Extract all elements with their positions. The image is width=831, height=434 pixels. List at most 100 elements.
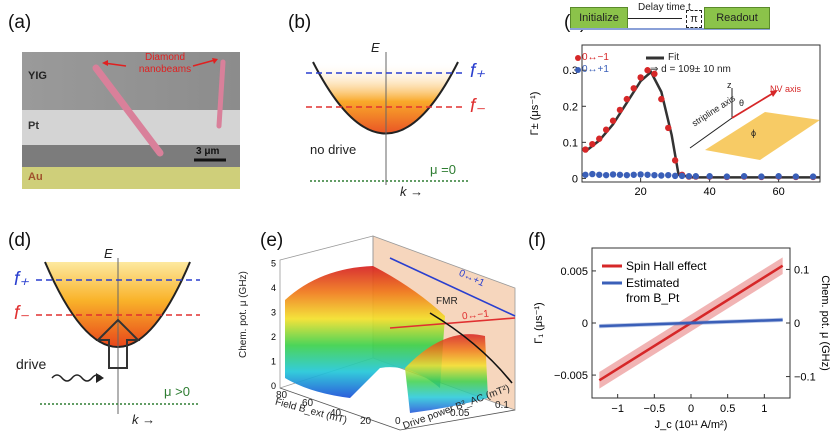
x-tick-label: −1 [611, 403, 624, 415]
y-axis-label: Γ₁ (μs⁻¹) [533, 302, 545, 343]
x-tick-label: 40 [703, 186, 715, 198]
data-point-minus [665, 124, 672, 132]
data-point-minus [623, 95, 631, 103]
data-point-minus [651, 70, 658, 78]
f-plus-label: f₊ [470, 61, 486, 82]
estimated-line [599, 318, 783, 328]
line-red [389, 317, 516, 329]
data-point-plus [723, 173, 731, 180]
fmr-label: FMR [436, 296, 458, 307]
y-tick-label: 0 [582, 318, 588, 330]
y2-tick-label: 0 [794, 318, 800, 330]
nanobeam-1 [92, 64, 164, 157]
dispersion-nodrive-diagram [306, 52, 468, 185]
z-tick-label: 0 [271, 381, 276, 391]
data-point-plus [671, 172, 679, 180]
data-point-plus [665, 171, 672, 179]
field-tick-0: 80 [276, 390, 288, 401]
data-point-plus [758, 173, 765, 180]
axis-e: E [104, 246, 113, 261]
axis-e: E [371, 40, 380, 55]
dispersion-drive-diagram [36, 258, 200, 414]
x-tick-label: 20 [635, 186, 647, 198]
mu-label: μ >0 [164, 384, 190, 399]
nanobeam-2 [216, 59, 226, 129]
z-tick-label: 1 [271, 357, 276, 367]
plot-frame [581, 44, 821, 183]
x-tick-label: 1 [761, 403, 767, 415]
inset-nv: NV axis [770, 84, 802, 94]
layer-yig: YIG [28, 70, 47, 82]
sem-image [22, 52, 240, 189]
zlabel: Chem. pot. μ (GHz) [238, 271, 249, 358]
legend-blue: 0↔+1 [582, 64, 609, 75]
data-point-plus [644, 171, 651, 178]
seq-baseline [570, 28, 770, 30]
z-tick-label: 4 [271, 283, 276, 293]
seq-pi: π [686, 10, 702, 28]
inset-z: z [727, 80, 732, 90]
panel-f: (f) −1 −0.5 0 0.5 1 −0.005 0 0.005 −0.1 0 0.1 J_c (… [520, 218, 831, 434]
data-point-plus [658, 172, 665, 179]
data-point-plus [630, 171, 637, 178]
seq-initialize: Initialize [570, 7, 628, 29]
data-point-plus [582, 171, 589, 178]
legend-fit: Fit [668, 52, 680, 63]
data-point-minus [658, 95, 665, 103]
legend-red: 0↔−1 [582, 52, 609, 63]
z-tick-label: 5 [271, 259, 276, 269]
panel-e-label: (e) [260, 230, 284, 251]
data-point-plus [609, 171, 617, 178]
power-tick-1: 0.05 [450, 408, 470, 419]
x-tick-label: −0.5 [643, 403, 665, 415]
data-point-minus [671, 157, 679, 164]
legend-marker-blue [575, 67, 581, 73]
data-point-plus [589, 170, 596, 178]
panel-b: (b) E f₊ f₋ no drive μ =0 k → [268, 0, 508, 200]
panel-c: (c) Initialize Delay time t π Readout 20… [520, 0, 831, 200]
field-tick-2: 40 [330, 408, 342, 419]
data-point-minus [644, 67, 651, 74]
data-point-plus [596, 171, 603, 178]
f-minus-label: f₋ [14, 303, 30, 324]
data-point-plus [637, 171, 644, 178]
data-point-plus [623, 171, 631, 179]
x-tick-label: 0.5 [720, 403, 735, 415]
y2-axis-label: Chem. pot. μ (GHz) [819, 275, 831, 371]
axis-k: k → [132, 412, 156, 427]
fmr-curve [429, 312, 513, 384]
surface-high [285, 266, 445, 398]
data-point-minus [609, 117, 617, 124]
data-point-minus [589, 140, 596, 148]
scalebar-label: 3 μm [196, 146, 220, 157]
power-tick-0: 0 [395, 416, 401, 427]
layer-au: Au [28, 171, 43, 183]
layer-pt: Pt [28, 120, 39, 132]
surface-low [405, 334, 488, 413]
data-point-plus [809, 173, 817, 180]
power-tick-2: 0.1 [495, 400, 509, 411]
legend-label: from B_Pt [626, 291, 680, 305]
surface-3d-plot: 0 1 2 3 4 5 [271, 235, 516, 431]
y-tick-label: −0.005 [554, 370, 588, 382]
data-point-plus [692, 173, 700, 180]
data-point-minus [596, 135, 603, 142]
line-blue [389, 257, 516, 317]
drive-wave [51, 374, 103, 382]
inset-theta: θ [739, 98, 745, 108]
legend-marker-red [575, 55, 581, 61]
y-tick-label: 0.005 [560, 266, 588, 278]
inset-stripline-axis [689, 117, 733, 149]
panel-d-label: (d) [8, 230, 32, 251]
f-minus-label: f₋ [470, 96, 486, 117]
data-point-minus [582, 146, 589, 153]
y-tick-label: 0 [572, 173, 578, 185]
data-point-plus [602, 171, 610, 179]
inset-phi: ϕ [751, 128, 757, 138]
x-tick-label: 0 [688, 403, 694, 415]
z-tick-label: 3 [271, 308, 276, 318]
data-point-minus [602, 126, 610, 133]
inset-nv-axis [731, 91, 776, 119]
